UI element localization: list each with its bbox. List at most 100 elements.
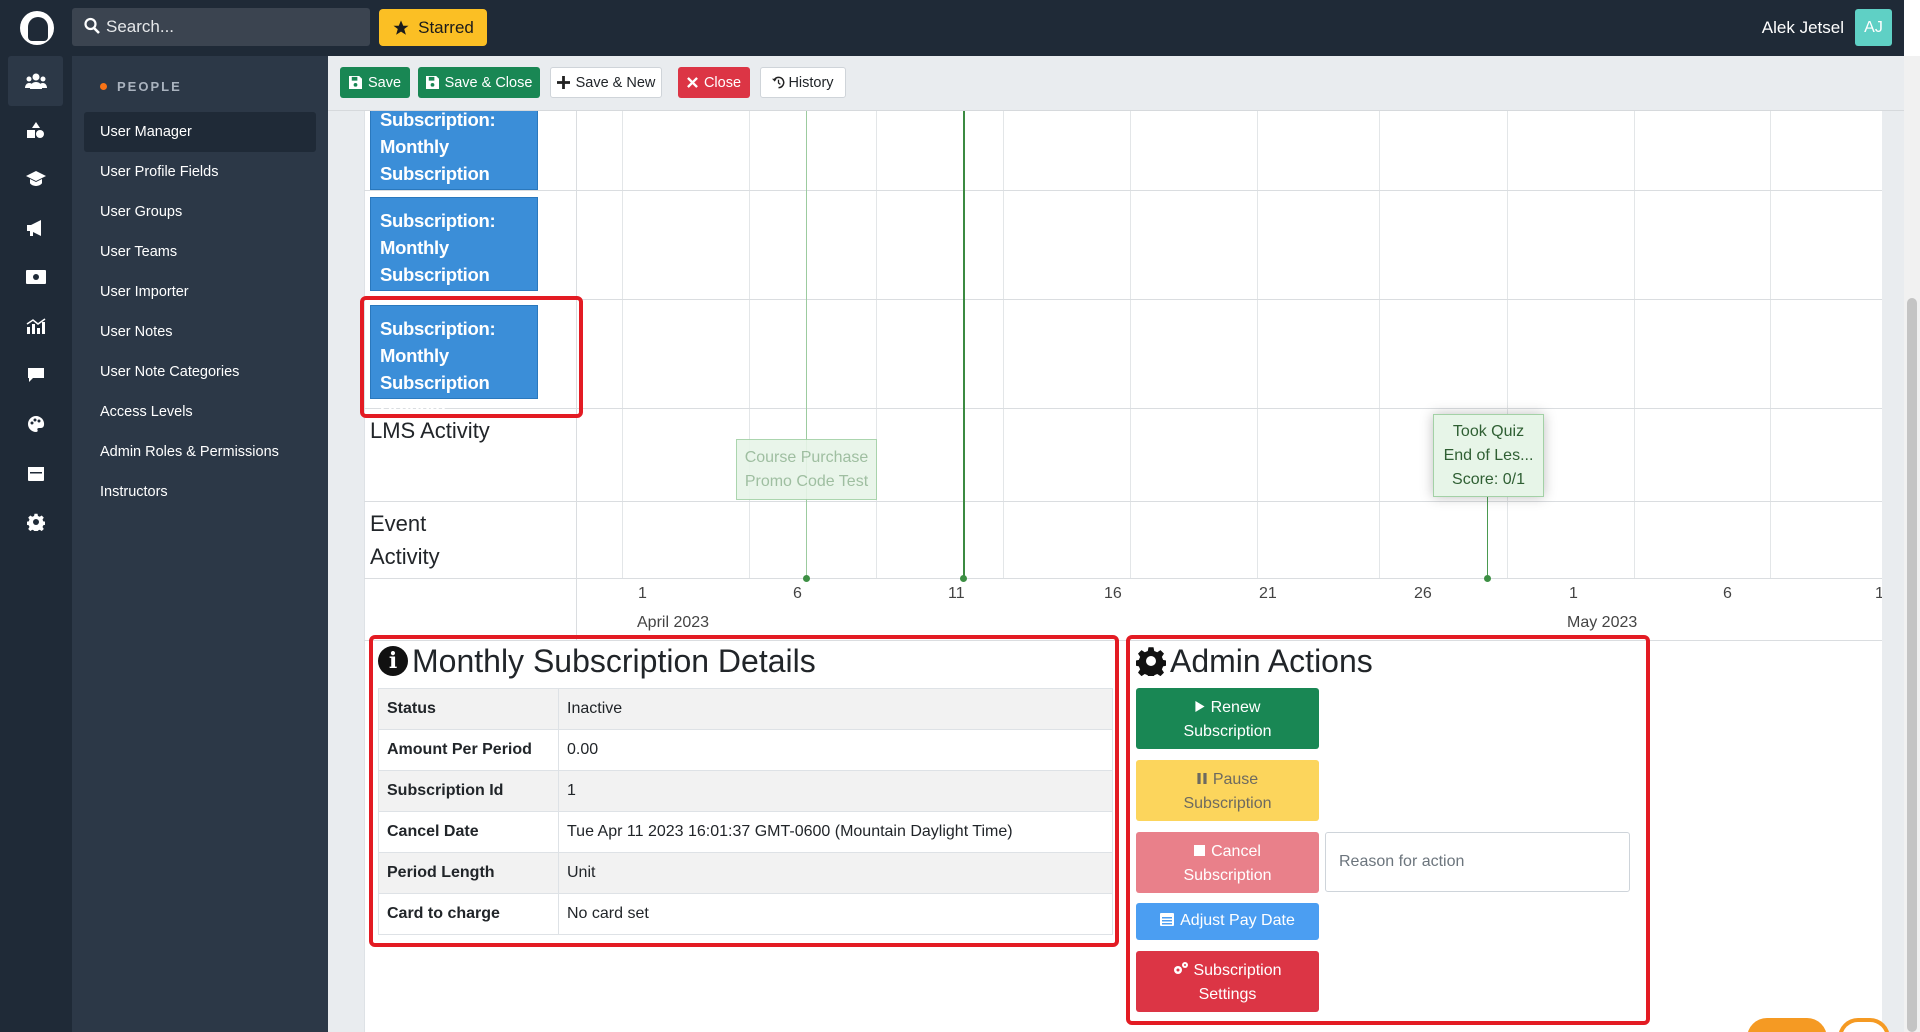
search-input[interactable] xyxy=(106,8,366,46)
details-table: Status Inactive Amount Per Period 0.00 Sub… xyxy=(378,688,1113,935)
tick-label: 1 xyxy=(638,585,647,602)
detail-key: Status xyxy=(378,688,559,730)
history-icon xyxy=(772,76,785,89)
settings-label: Subscription xyxy=(1193,962,1282,979)
grid-line xyxy=(1634,111,1635,579)
table-row: Card to charge No card set xyxy=(378,893,1113,935)
tick-label: 11 xyxy=(948,585,965,602)
lms-event-line: End of Les... xyxy=(1443,447,1534,464)
grid-line xyxy=(1257,111,1258,579)
search-icon xyxy=(84,17,100,34)
sidebar-item-admin-roles[interactable]: Admin Roles & Permissions xyxy=(100,444,279,460)
event-dot[interactable] xyxy=(1484,575,1491,582)
detail-value: 1 xyxy=(558,770,1113,812)
calendar-icon[interactable] xyxy=(8,448,63,498)
grid-line xyxy=(1379,111,1380,579)
detail-value: Inactive xyxy=(558,688,1113,730)
shapes-icon[interactable] xyxy=(8,105,63,155)
scrollbar-thumb[interactable] xyxy=(1907,298,1917,1032)
event-dot[interactable] xyxy=(960,575,967,582)
lms-event-took-quiz[interactable]: Took Quiz End of Les... Score: 0/1 xyxy=(1433,414,1544,497)
chart-icon[interactable] xyxy=(8,301,63,351)
gear-icon[interactable] xyxy=(8,497,63,547)
sidebar-item-user-notes[interactable]: User Notes xyxy=(100,324,173,340)
event-dot[interactable] xyxy=(803,575,810,582)
event-activity-label: Event Activity xyxy=(370,507,440,573)
page-scrollbar[interactable] xyxy=(1904,56,1920,1032)
tick-label: 1 xyxy=(1569,585,1578,602)
lms-event-line: Took Quiz xyxy=(1452,423,1525,440)
pause-subscription-button[interactable]: Pause Subscription xyxy=(1136,760,1319,821)
sidebar-item-user-note-categories[interactable]: User Note Categories xyxy=(100,364,240,380)
cancel-subscription-button[interactable]: Cancel Subscription xyxy=(1136,832,1319,893)
megaphone-icon[interactable] xyxy=(8,203,63,253)
tick-label: 6 xyxy=(793,585,802,602)
subscription-card-line: Subscription: xyxy=(380,318,496,339)
sidebar-item-user-profile-fields[interactable]: User Profile Fields xyxy=(100,164,219,180)
save-button[interactable]: Save xyxy=(340,67,410,98)
play-icon xyxy=(1195,701,1205,712)
subscription-settings-button[interactable]: Subscription Settings xyxy=(1136,951,1319,1012)
sidebar-item-instructors[interactable]: Instructors xyxy=(100,484,168,500)
adjust-pay-date-button[interactable]: Adjust Pay Date xyxy=(1136,903,1319,940)
row-divider xyxy=(364,501,1882,502)
detail-key: Card to charge xyxy=(378,893,559,935)
detail-key: Period Length xyxy=(378,852,559,894)
info-icon: i xyxy=(378,646,408,676)
chat-icon[interactable] xyxy=(8,350,63,400)
subscription-card-line: Monthly Subscription xyxy=(380,237,490,285)
search-box[interactable] xyxy=(72,8,370,46)
save-close-label: Save & Close xyxy=(444,74,533,91)
star-icon xyxy=(393,20,409,35)
timeline[interactable]: Subscription: Monthly Subscription (Inac… xyxy=(364,111,1882,641)
admin-actions-title-text: Admin Actions xyxy=(1170,642,1373,679)
save-close-button[interactable]: Save & Close xyxy=(418,67,540,98)
sidebar-item-user-groups[interactable]: User Groups xyxy=(100,204,183,220)
details-title: i Monthly Subscription Details xyxy=(378,641,816,681)
sidebar-item-user-teams[interactable]: User Teams xyxy=(100,244,178,260)
save-new-button[interactable]: Save & New xyxy=(550,67,662,98)
graduation-cap-icon[interactable] xyxy=(8,154,63,204)
reason-input[interactable] xyxy=(1325,832,1630,892)
event-activity-label-line: Event xyxy=(370,511,427,536)
grid-line xyxy=(1003,111,1004,579)
grid-line xyxy=(1130,111,1131,579)
people-icon[interactable] xyxy=(8,56,63,106)
starred-button[interactable]: Starred xyxy=(379,9,487,46)
sidebar-item-access-levels[interactable]: Access Levels xyxy=(100,404,193,420)
close-button[interactable]: Close xyxy=(678,67,750,98)
table-row: Amount Per Period 0.00 xyxy=(378,729,1113,771)
palette-icon[interactable] xyxy=(8,399,63,449)
pause-label-2: Subscription xyxy=(1183,795,1272,812)
lms-event-line: Promo Code Test xyxy=(744,473,869,490)
user-name[interactable]: Alek Jetsel xyxy=(1761,18,1844,37)
detail-value: 0.00 xyxy=(558,729,1113,771)
lms-event-course-purchase[interactable]: Course Purchase Promo Code Test xyxy=(736,439,877,500)
tick-label: 1 xyxy=(1875,585,1882,602)
event-marker-line xyxy=(1487,487,1488,579)
floating-help-button[interactable] xyxy=(1747,1018,1827,1032)
sidebar-heading: PEOPLE xyxy=(100,76,182,96)
people-sidebar: PEOPLE User Manager User Profile Fields … xyxy=(72,56,328,1032)
calendar-icon xyxy=(1160,913,1175,926)
subscription-card-inactive-2[interactable]: Subscription: Monthly Subscription (Inac… xyxy=(370,197,538,312)
sidebar-item-user-manager[interactable]: User Manager xyxy=(84,112,316,152)
lms-event-line: Score: 0/1 xyxy=(1452,471,1525,488)
subscription-card-active[interactable]: Subscription: Monthly Subscription (Acti… xyxy=(370,305,538,420)
app-logo[interactable] xyxy=(20,11,54,45)
detail-value: Unit xyxy=(558,852,1113,894)
admin-actions-title: Admin Actions xyxy=(1136,641,1373,681)
sidebar-item-user-importer[interactable]: User Importer xyxy=(100,284,189,300)
event-activity-label-line: Activity xyxy=(370,544,440,569)
pause-label: Pause xyxy=(1212,771,1259,788)
action-toolbar: Save Save & Close Save & New Close Histo… xyxy=(328,56,1904,111)
floppy-icon xyxy=(425,76,439,89)
subscription-card-inactive-1[interactable]: Subscription: Monthly Subscription (Inac… xyxy=(370,111,538,211)
table-row: Status Inactive xyxy=(378,688,1113,730)
sidebar-heading-label: PEOPLE xyxy=(117,78,182,94)
history-button[interactable]: History xyxy=(760,67,846,98)
renew-subscription-button[interactable]: Renew Subscription xyxy=(1136,688,1319,749)
close-icon xyxy=(687,77,698,88)
money-icon[interactable] xyxy=(8,252,63,302)
avatar[interactable]: AJ xyxy=(1855,9,1892,46)
